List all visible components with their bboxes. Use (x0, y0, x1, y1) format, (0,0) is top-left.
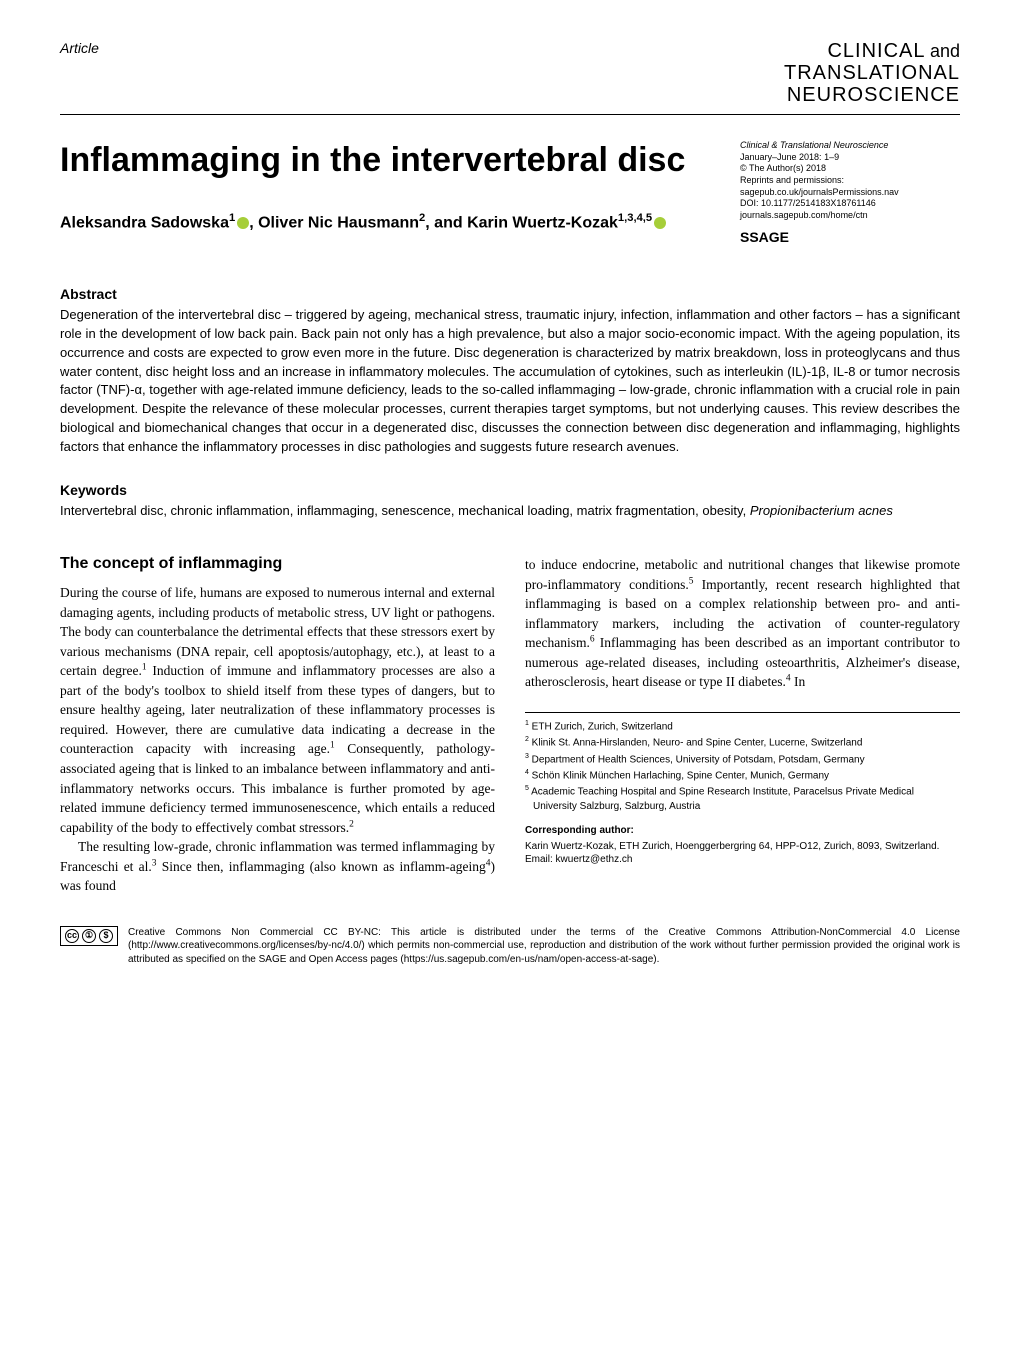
title-authors-block: Inflammaging in the intervertebral disc … (60, 140, 740, 235)
keywords-heading: Keywords (60, 482, 960, 498)
affil-5: 5 Academic Teaching Hospital and Spine R… (525, 784, 960, 813)
header-divider (60, 114, 960, 115)
header-row: Article CLINICAL and TRANSLATIONAL NEURO… (60, 40, 960, 106)
body-text-col2: to induce endocrine, metabolic and nutri… (525, 555, 960, 692)
meta-reprints: Reprints and permissions: (740, 175, 960, 187)
meta-journal-url[interactable]: journals.sagepub.com/home/ctn (740, 210, 960, 222)
cc-icon: cc (65, 929, 79, 943)
logo-and: and (930, 41, 960, 61)
by-icon: ① (82, 929, 96, 943)
body-columns: The concept of inflammaging During the c… (60, 555, 960, 896)
article-title: Inflammaging in the intervertebral disc (60, 140, 700, 181)
article-label: Article (60, 40, 99, 56)
title-meta-row: Inflammaging in the intervertebral disc … (60, 140, 960, 246)
meta-journal-title: Clinical & Translational Neuroscience (740, 140, 960, 152)
cc-badge: cc ① $ (60, 926, 118, 946)
journal-logo: CLINICAL and TRANSLATIONAL NEUROSCIENCE (784, 40, 960, 106)
affil-3: 3 Department of Health Sciences, Univers… (525, 752, 960, 767)
license-text: Creative Commons Non Commercial CC BY-NC… (128, 926, 960, 967)
affil-4: 4 Schön Klinik München Harlaching, Spine… (525, 768, 960, 783)
logo-line3: NEUROSCIENCE (784, 84, 960, 106)
column-right: to induce endocrine, metabolic and nutri… (525, 555, 960, 896)
body-p2: The resulting low-grade, chronic inflamm… (60, 837, 495, 896)
affil-1: 1 ETH Zurich, Zurich, Switzerland (525, 719, 960, 734)
meta-date-pages: January–June 2018: 1–9 (740, 152, 960, 164)
logo-line1: CLINICAL (827, 40, 925, 62)
column-left: The concept of inflammaging During the c… (60, 555, 495, 896)
meta-doi: DOI: 10.1177/2514183X18761146 (740, 198, 960, 210)
affiliations-box: 1 ETH Zurich, Zurich, Switzerland 2 Klin… (525, 712, 960, 866)
affil-2: 2 Klinik St. Anna-Hirslanden, Neuro- and… (525, 735, 960, 750)
section-heading: The concept of inflammaging (60, 555, 495, 573)
corresponding-email[interactable]: Email: kwuertz@ethz.ch (525, 853, 960, 866)
body-p3: to induce endocrine, metabolic and nutri… (525, 555, 960, 692)
keywords-text: Intervertebral disc, chronic inflammatio… (60, 502, 960, 520)
nc-icon: $ (99, 929, 113, 943)
meta-reprints-url[interactable]: sagepub.co.uk/journalsPermissions.nav (740, 187, 960, 199)
abstract-section: Abstract Degeneration of the interverteb… (60, 286, 960, 457)
corresponding-heading: Corresponding author: (525, 824, 960, 838)
meta-copyright: © The Author(s) 2018 (740, 163, 960, 175)
logo-line2: TRANSLATIONAL (784, 62, 960, 84)
body-p1: During the course of life, humans are ex… (60, 583, 495, 837)
license-box: cc ① $ Creative Commons Non Commercial C… (60, 926, 960, 967)
body-text-col1: During the course of life, humans are ex… (60, 583, 495, 896)
sage-logo: SSAGE (740, 228, 960, 246)
keywords-section: Keywords Intervertebral disc, chronic in… (60, 482, 960, 520)
journal-meta: Clinical & Translational Neuroscience Ja… (740, 140, 960, 246)
authors: Aleksandra Sadowska1, Oliver Nic Hausman… (60, 211, 700, 235)
corresponding-text: Karin Wuertz-Kozak, ETH Zurich, Hoengger… (525, 840, 960, 853)
abstract-heading: Abstract (60, 286, 960, 302)
abstract-text: Degeneration of the intervertebral disc … (60, 306, 960, 457)
